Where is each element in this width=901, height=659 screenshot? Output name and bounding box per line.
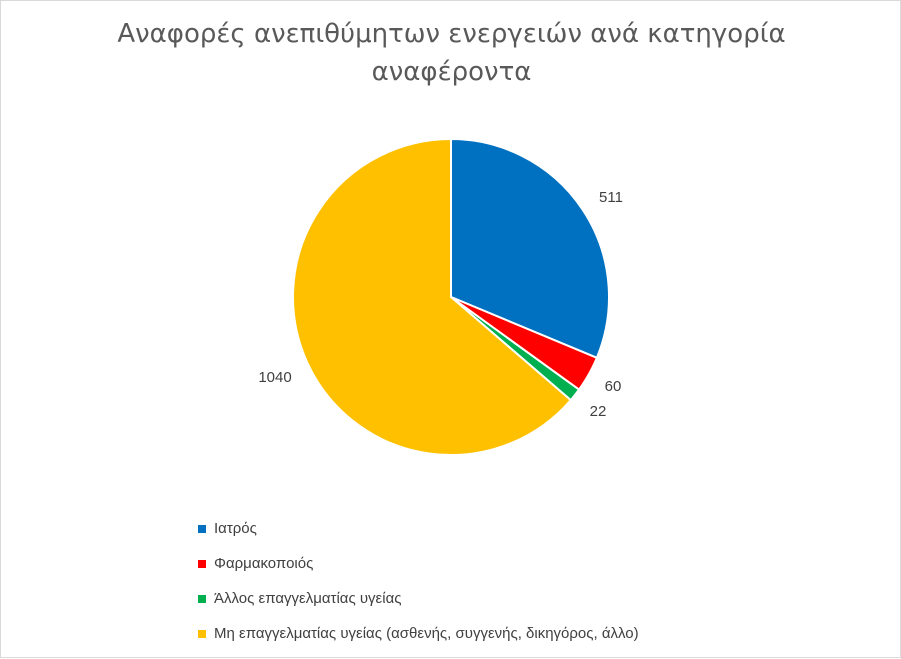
legend-label-allos: Άλλος επαγγελματίας υγείας: [214, 590, 402, 607]
legend-item-allos: Άλλος επαγγελματίας υγείας: [198, 581, 639, 616]
data-label-farmakopoios: 60: [605, 378, 622, 395]
data-label-allos: 22: [590, 403, 607, 420]
legend-label-mi-epaggelmatias: Μη επαγγελματίας υγείας (ασθενής, συγγεν…: [214, 625, 639, 642]
chart-title-line-2: αναφέροντα: [371, 57, 532, 87]
legend-swatch-farmakopoios: [198, 559, 206, 568]
legend-swatch-allos: [198, 594, 206, 603]
data-label-mi-epaggelmatias: 1040: [258, 369, 291, 386]
pie-slice-iatros: [450, 137, 610, 360]
legend-swatch-iatros: [198, 524, 206, 533]
legend-item-iatros: Ιατρός: [198, 511, 639, 546]
pie-slice-mi-epaggelmatias: [292, 137, 573, 456]
data-label-iatros: 511: [599, 189, 623, 206]
legend-item-farmakopoios: Φαρμακοποιός: [198, 546, 639, 581]
chart-title-line-1: Αναφορές ανεπιθύμητων ενεργειών ανά κατη…: [117, 19, 786, 49]
chart-legend: Ιατρός Φαρμακοποιός Άλλος επαγγελματίας …: [198, 511, 639, 651]
legend-swatch-mi-epaggelmatias: [198, 629, 206, 638]
legend-label-iatros: Ιατρός: [214, 520, 257, 537]
legend-item-mi-epaggelmatias: Μη επαγγελματίας υγείας (ασθενής, συγγεν…: [198, 616, 639, 651]
legend-label-farmakopoios: Φαρμακοποιός: [214, 555, 314, 572]
